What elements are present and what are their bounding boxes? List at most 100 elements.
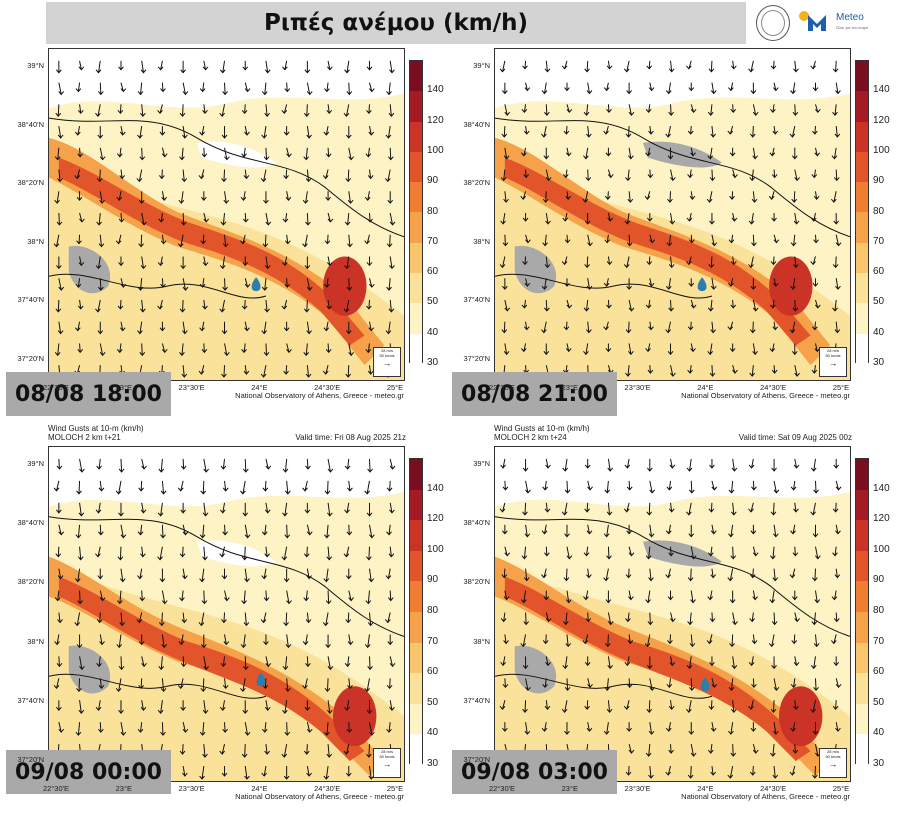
wind-arrow — [543, 147, 550, 160]
wind-arrow — [243, 169, 250, 180]
colorbar-step — [410, 459, 422, 490]
wind-arrow — [115, 678, 122, 693]
wind-arrow — [242, 458, 249, 473]
colorbar-step — [856, 703, 868, 735]
wind-arrow — [263, 590, 270, 602]
wind-arrow — [99, 343, 106, 357]
wind-arrow — [813, 191, 820, 200]
wind-arrow — [504, 299, 511, 312]
wind-arrow — [731, 656, 738, 670]
wind-arrow — [284, 678, 291, 693]
wind-arrow — [607, 458, 614, 472]
wind-arrow — [325, 590, 332, 605]
wind-arrow — [99, 147, 106, 161]
wind-arrow — [345, 126, 352, 139]
wind-arrow — [284, 234, 291, 245]
wind-arrow — [583, 343, 589, 356]
time-stamp-label: 09/08 03:00 — [461, 759, 608, 785]
wind-arrow — [646, 256, 653, 266]
wind-arrow — [791, 343, 798, 356]
wind-arrow — [749, 321, 756, 334]
wind-arrow — [179, 299, 186, 313]
wind-arrow — [810, 60, 816, 70]
wind-arrow — [369, 524, 375, 539]
wind-arrow — [322, 612, 329, 627]
wind-arrow — [561, 256, 568, 266]
wind-arrow — [790, 278, 796, 290]
wind-arrow — [260, 612, 267, 624]
wind-arrow — [708, 502, 715, 513]
wind-arrow — [500, 169, 507, 182]
wind-arrow — [161, 634, 168, 649]
wind-arrow — [56, 502, 62, 514]
wind-arrow — [241, 299, 248, 310]
wind-arrow — [607, 656, 614, 670]
wind-arrow — [386, 82, 392, 96]
wind-arrow — [284, 524, 291, 539]
wind-arrow — [730, 700, 737, 713]
wind-arrow — [649, 234, 656, 244]
wind-arrow — [832, 60, 839, 73]
wind-arrow — [345, 365, 352, 378]
wind-arrow — [98, 678, 105, 690]
wind-arrow — [281, 299, 288, 310]
colorbar-step — [856, 242, 868, 274]
colorbar-label: 80 — [873, 205, 885, 217]
wind-arrow — [750, 82, 757, 95]
wind-arrow — [54, 634, 60, 646]
lat-tick-label: 37°40'N — [17, 295, 44, 305]
very-strong-gust-band — [504, 576, 811, 762]
wind-arrow — [78, 700, 85, 714]
wind-arrow — [833, 169, 840, 182]
wind-arrow — [96, 169, 103, 183]
wind-arrow — [604, 234, 611, 244]
wind-arrow — [668, 60, 675, 73]
wind-arrow — [158, 656, 165, 671]
time-stamp: 08/08 18:00 — [6, 372, 171, 416]
colorbar-label: 50 — [427, 696, 439, 708]
wind-arrow — [119, 568, 126, 583]
wind-arrow — [202, 744, 208, 758]
wind-arrow — [623, 502, 630, 513]
wind-arrow — [282, 60, 288, 71]
wind-arrow — [137, 722, 144, 733]
wind-arrow — [812, 568, 818, 582]
wind-arrow — [74, 568, 81, 583]
wind-arrow — [628, 147, 634, 160]
wind-arrow — [324, 524, 330, 539]
wind-arrow — [522, 458, 529, 472]
wind-arrow — [366, 299, 372, 310]
wind-arrow — [180, 212, 187, 226]
wind-arrow — [626, 480, 633, 491]
lat-tick-label: 38°20'N — [463, 577, 490, 587]
wind-arrow — [157, 256, 164, 267]
wind-arrow — [389, 656, 396, 668]
wind-arrow — [364, 191, 371, 201]
wind-arrow — [690, 147, 696, 157]
wind-arrow — [140, 299, 146, 313]
wind-arrow — [115, 234, 122, 245]
wind-arrow — [367, 612, 374, 627]
wind-arrow — [364, 634, 371, 649]
wind-arrow — [772, 568, 779, 582]
wind-arrow — [707, 104, 714, 116]
lon-tick-label: 24°E — [697, 784, 714, 793]
colorbar-step — [410, 642, 422, 674]
wind-arrow — [284, 82, 291, 93]
wind-arrow — [686, 656, 693, 670]
wind-arrow — [565, 343, 572, 353]
wind-arrow — [343, 743, 350, 755]
wind-arrow — [583, 299, 590, 312]
wind-arrow — [348, 343, 354, 357]
wind-arrow — [53, 234, 60, 248]
wind-arrow — [625, 612, 631, 623]
wind-arrow — [243, 365, 250, 375]
wind-arrow — [285, 191, 292, 201]
wind-arrow — [159, 568, 166, 583]
wind-arrow — [566, 299, 573, 309]
wind-arrow — [326, 299, 333, 310]
wind-arrow — [325, 343, 332, 354]
wind-arrow — [730, 299, 737, 309]
wind-arrow — [302, 480, 308, 492]
wind-arrow — [749, 612, 756, 623]
